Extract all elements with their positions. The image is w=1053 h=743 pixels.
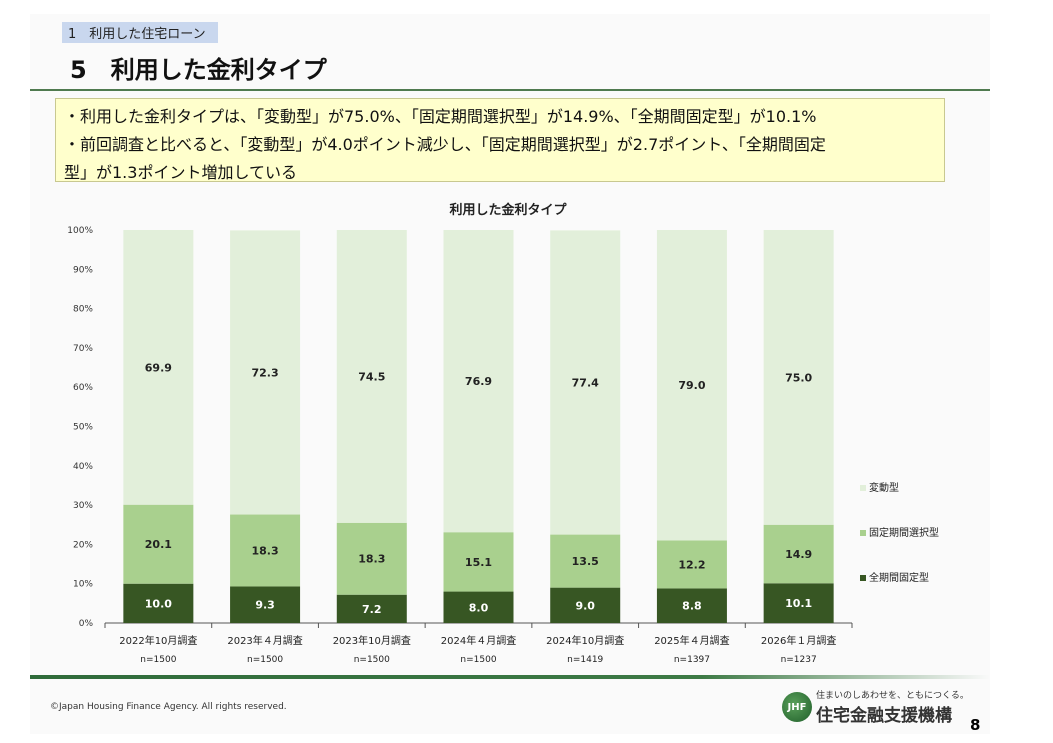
bar-segment: [336, 230, 407, 523]
footer-divider: [30, 675, 990, 679]
copyright: ©Japan Housing Finance Agency. All right…: [50, 702, 287, 712]
sample-size-label: n=1419: [567, 655, 603, 665]
data-label: 77.4: [572, 376, 599, 389]
bar-segment: [443, 591, 514, 623]
y-tick-label: 80%: [73, 305, 93, 315]
summary-line: ・利用した金利タイプは、「変動型」が75.0%、「固定期間選択型」が14.9%、…: [64, 107, 817, 126]
chart-title: 利用した金利タイプ: [449, 202, 567, 218]
bar-segment: [230, 514, 301, 587]
data-label: 8.8: [682, 600, 702, 613]
summary-box: ・利用した金利タイプは、「変動型」が75.0%、「固定期間選択型」が14.9%、…: [55, 98, 945, 182]
legend-label: 全期間固定型: [869, 571, 929, 584]
bar-segment: [656, 540, 727, 589]
data-label: 15.1: [465, 556, 492, 569]
sample-size-label: n=1500: [140, 655, 176, 665]
legend-label: 変動型: [869, 481, 899, 494]
data-label: 9.3: [255, 599, 275, 612]
legend-swatch: [860, 530, 866, 536]
data-label: 12.2: [678, 558, 705, 571]
tagline: 住まいのしあわせを、ともにつくる。: [816, 691, 969, 701]
data-label: 72.3: [252, 366, 279, 379]
data-label: 20.1: [145, 538, 172, 551]
x-tick-label: 2023年４月調査: [227, 634, 302, 647]
bar-segment: [763, 583, 834, 623]
bar-segment: [336, 594, 407, 623]
sample-size-label: n=1397: [674, 655, 710, 665]
y-tick-label: 70%: [73, 344, 93, 354]
y-tick-label: 30%: [73, 501, 93, 511]
bar-segment: [123, 504, 194, 584]
x-tick-label: 2025年４月調査: [654, 634, 729, 647]
data-label: 14.9: [785, 548, 812, 561]
bar-segment: [443, 230, 514, 533]
sample-size-label: n=1500: [247, 655, 283, 665]
bar-segment: [763, 230, 834, 525]
x-tick-label: 2024年４月調査: [441, 634, 516, 647]
data-label: 69.9: [145, 361, 172, 374]
page-number: 8: [970, 716, 981, 734]
legend-swatch: [860, 485, 866, 491]
bar-segment: [230, 230, 301, 515]
logo-icon: JHF: [782, 692, 812, 722]
summary-line: ・前回調査と比べると、「変動型」が4.0ポイント減少し、「固定期間選択型」が2.…: [64, 135, 826, 154]
data-label: 10.0: [145, 597, 172, 610]
sample-size-label: n=1237: [781, 655, 817, 665]
legend-label: 固定期間選択型: [869, 526, 939, 539]
data-label: 75.0: [785, 371, 812, 384]
divider: [30, 89, 990, 91]
sample-size-label: n=1500: [460, 655, 496, 665]
data-label: 10.1: [785, 597, 812, 610]
sample-size-label: n=1500: [354, 655, 390, 665]
x-tick-label: 2022年10月調査: [119, 634, 197, 647]
bar-segment: [550, 230, 621, 535]
summary-line: 型」が1.3ポイント増加している: [64, 163, 297, 182]
data-label: 79.0: [678, 379, 705, 392]
y-tick-label: 60%: [73, 383, 93, 393]
logo: JHF 住まいのしあわせを、ともにつくる。 住宅金融支援機構: [782, 688, 969, 726]
data-label: 8.0: [469, 601, 489, 614]
y-tick-label: 0%: [79, 619, 94, 629]
y-tick-label: 10%: [73, 580, 93, 590]
data-label: 13.5: [572, 555, 599, 568]
y-tick-label: 50%: [73, 423, 93, 433]
x-tick-label: 2024年10月調査: [546, 634, 624, 647]
y-tick-label: 100%: [67, 226, 93, 236]
y-tick-label: 40%: [73, 462, 93, 472]
bar-segment: [763, 524, 834, 584]
bar-segment: [443, 532, 514, 592]
data-label: 9.0: [575, 599, 595, 612]
x-tick-label: 2026年１月調査: [761, 634, 836, 647]
data-label: 74.5: [358, 370, 385, 383]
x-tick-label: 2023年10月調査: [333, 634, 411, 647]
data-label: 7.2: [362, 603, 382, 616]
legend-swatch: [860, 575, 866, 581]
org-name: 住宅金融支援機構: [816, 706, 952, 726]
bar-segment: [550, 534, 621, 588]
bar-segment: [123, 583, 194, 623]
bar-segment: [336, 522, 407, 595]
y-tick-label: 90%: [73, 265, 93, 275]
data-label: 76.9: [465, 375, 492, 388]
page-title: 5 利用した金利タイプ: [70, 56, 327, 84]
bar-segment: [656, 230, 727, 541]
bar-segment: [550, 587, 621, 623]
bar-segment: [230, 586, 301, 623]
y-tick-label: 20%: [73, 540, 93, 550]
bar-segment: [123, 230, 194, 505]
section-label: 1 利用した住宅ローン: [62, 22, 218, 43]
data-label: 18.3: [358, 553, 385, 566]
data-label: 18.3: [252, 544, 279, 557]
bar-segment: [656, 588, 727, 623]
